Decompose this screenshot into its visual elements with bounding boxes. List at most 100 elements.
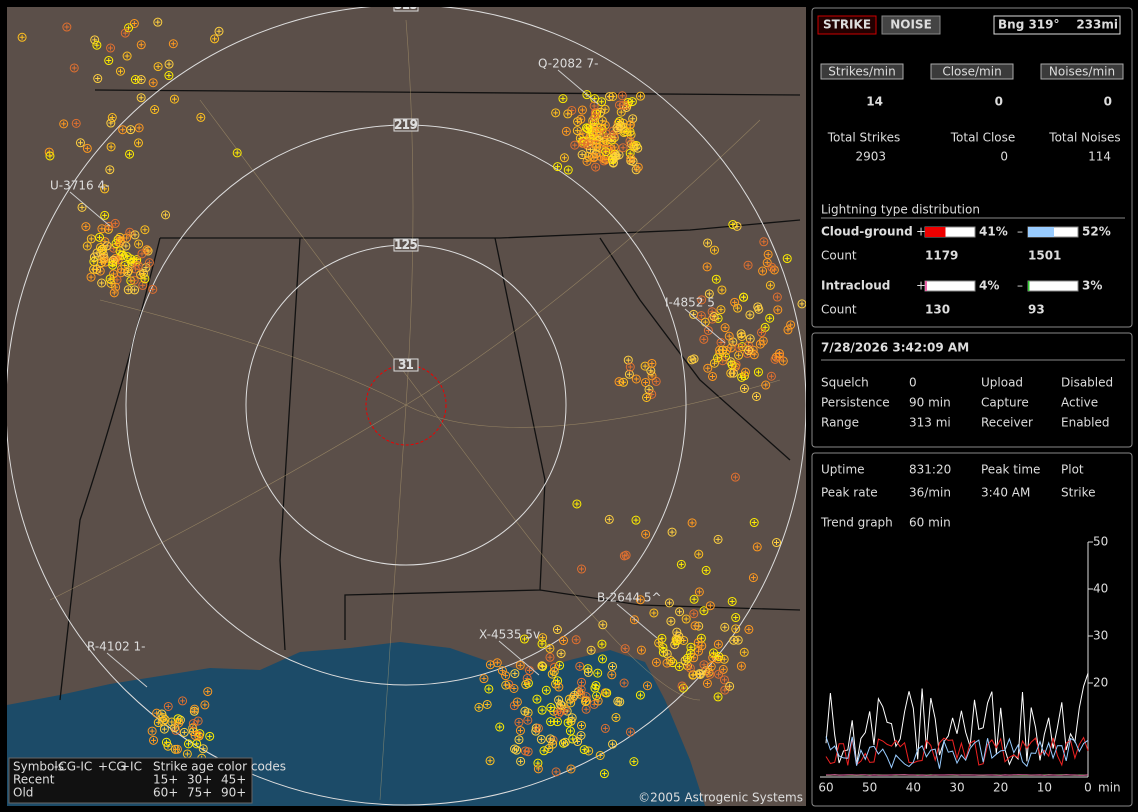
strike xyxy=(160,715,170,725)
strike xyxy=(635,91,645,101)
strike xyxy=(565,720,571,726)
strike xyxy=(679,635,689,645)
strike xyxy=(733,615,739,621)
strike xyxy=(646,366,656,376)
strike xyxy=(514,735,524,745)
strike xyxy=(522,748,528,754)
x-tick-label: 0 xyxy=(1084,781,1092,795)
strike xyxy=(619,100,629,110)
strike xyxy=(560,737,570,747)
strike xyxy=(563,128,569,134)
strike xyxy=(759,237,769,247)
tab[interactable] xyxy=(881,15,941,35)
strike xyxy=(89,252,99,262)
strike xyxy=(124,254,130,260)
strike xyxy=(629,757,639,767)
strike xyxy=(706,662,716,672)
strike xyxy=(112,220,118,226)
strike xyxy=(134,257,140,263)
strike xyxy=(591,154,597,160)
strike xyxy=(501,680,511,690)
strike xyxy=(703,567,709,573)
strike xyxy=(581,692,591,702)
strike xyxy=(547,669,557,679)
sensor-label: I-4852 5 xyxy=(665,296,715,310)
ring-label-bg xyxy=(393,358,419,372)
strike xyxy=(579,152,585,158)
strike xyxy=(212,36,218,42)
strike xyxy=(497,724,503,730)
strike xyxy=(780,358,786,364)
strike xyxy=(109,288,119,298)
strike xyxy=(102,212,108,218)
strike xyxy=(685,663,695,673)
strike xyxy=(616,121,626,131)
strike xyxy=(142,227,148,233)
label: Strike age color codes xyxy=(153,760,286,774)
strike xyxy=(563,718,573,728)
strike xyxy=(91,254,97,260)
strike xyxy=(106,278,116,288)
ring-label-bg xyxy=(393,118,419,132)
strike xyxy=(731,637,737,643)
strike xyxy=(99,226,105,232)
strike xyxy=(137,249,147,259)
strike xyxy=(719,675,729,685)
tab[interactable] xyxy=(817,15,877,35)
strike xyxy=(492,658,502,668)
strike xyxy=(726,333,732,339)
strike xyxy=(600,656,606,662)
strike xyxy=(517,728,523,734)
strike xyxy=(751,391,761,401)
strike xyxy=(601,135,611,145)
strike xyxy=(704,667,714,677)
strike xyxy=(580,131,586,137)
strike xyxy=(621,550,631,560)
strike xyxy=(635,595,645,605)
strike xyxy=(531,726,541,736)
strike xyxy=(522,673,532,683)
strike xyxy=(741,649,747,655)
strike xyxy=(696,311,706,321)
label: min xyxy=(1098,781,1121,795)
strike xyxy=(84,145,90,151)
sensor-line xyxy=(498,640,540,676)
label: Receiver xyxy=(981,416,1033,430)
strike xyxy=(117,239,123,245)
strike xyxy=(578,733,584,739)
strike xyxy=(515,660,525,670)
strike xyxy=(642,392,652,402)
strike xyxy=(756,327,766,337)
tab-label: STRIKE xyxy=(823,18,871,32)
strike xyxy=(785,327,791,333)
ring-label-bg xyxy=(393,7,419,12)
strike xyxy=(703,363,713,373)
strike xyxy=(142,276,148,282)
strike xyxy=(149,728,155,734)
strike xyxy=(503,673,509,679)
strike xyxy=(582,123,592,133)
label: Peak rate xyxy=(821,486,878,500)
strike xyxy=(600,104,610,114)
strike xyxy=(556,706,566,716)
strike xyxy=(755,369,761,375)
strike xyxy=(591,103,597,109)
roads xyxy=(49,19,781,801)
strike xyxy=(575,739,581,745)
strike xyxy=(535,766,541,772)
strike xyxy=(745,343,751,349)
ring-label: 31 xyxy=(398,358,413,372)
strike xyxy=(720,358,726,364)
strike xyxy=(88,236,94,242)
strike xyxy=(132,77,138,83)
ring-label: 125 xyxy=(395,238,418,252)
strike xyxy=(647,389,657,399)
strike xyxy=(105,165,115,175)
strike xyxy=(743,260,753,270)
label: 3:40 AM xyxy=(981,486,1030,500)
strike xyxy=(749,350,759,360)
y-tick-label: 40 xyxy=(1093,582,1108,596)
strike xyxy=(707,603,713,609)
strike xyxy=(767,282,773,288)
strike xyxy=(749,518,759,528)
